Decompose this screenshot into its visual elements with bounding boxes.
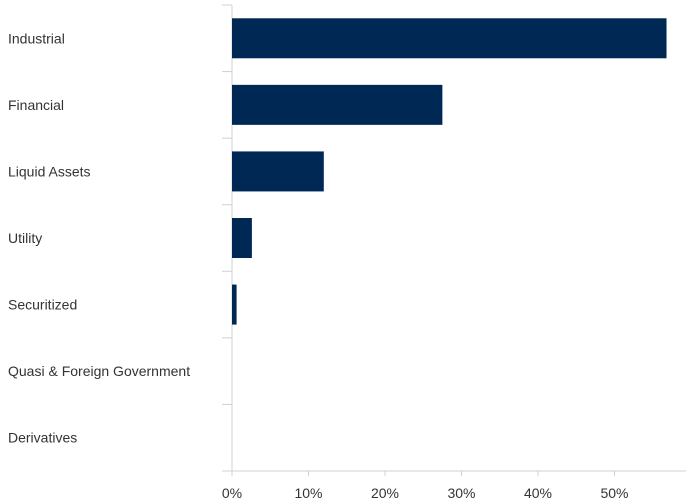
x-tick-label: 0% <box>222 485 242 501</box>
bar-industrial <box>232 18 667 59</box>
category-label-quasi-and-foreign-government: Quasi & Foreign Government <box>8 363 190 379</box>
x-tick-label: 30% <box>447 485 475 501</box>
category-label-liquid-assets: Liquid Assets <box>8 163 91 179</box>
chart-axes <box>222 4 686 476</box>
category-label-derivatives: Derivatives <box>8 430 77 446</box>
category-label-utility: Utility <box>8 230 42 246</box>
category-labels: Industrial Financial Liquid Assets Utility S… <box>8 30 190 445</box>
bar-financial <box>232 84 443 125</box>
x-tick-label: 50% <box>600 485 628 501</box>
chart-bars <box>232 18 667 325</box>
bar-securitized <box>232 284 237 325</box>
x-tick-label: 20% <box>371 485 399 501</box>
x-tick-labels: 0% 10% 20% 30% 40% 50% <box>222 485 629 501</box>
category-label-industrial: Industrial <box>8 30 65 46</box>
category-label-financial: Financial <box>8 97 64 113</box>
x-tick-label: 40% <box>524 485 552 501</box>
category-label-securitized: Securitized <box>8 297 77 313</box>
x-tick-label: 10% <box>294 485 322 501</box>
bar-liquid-assets <box>232 151 324 192</box>
bar-utility <box>232 218 252 258</box>
